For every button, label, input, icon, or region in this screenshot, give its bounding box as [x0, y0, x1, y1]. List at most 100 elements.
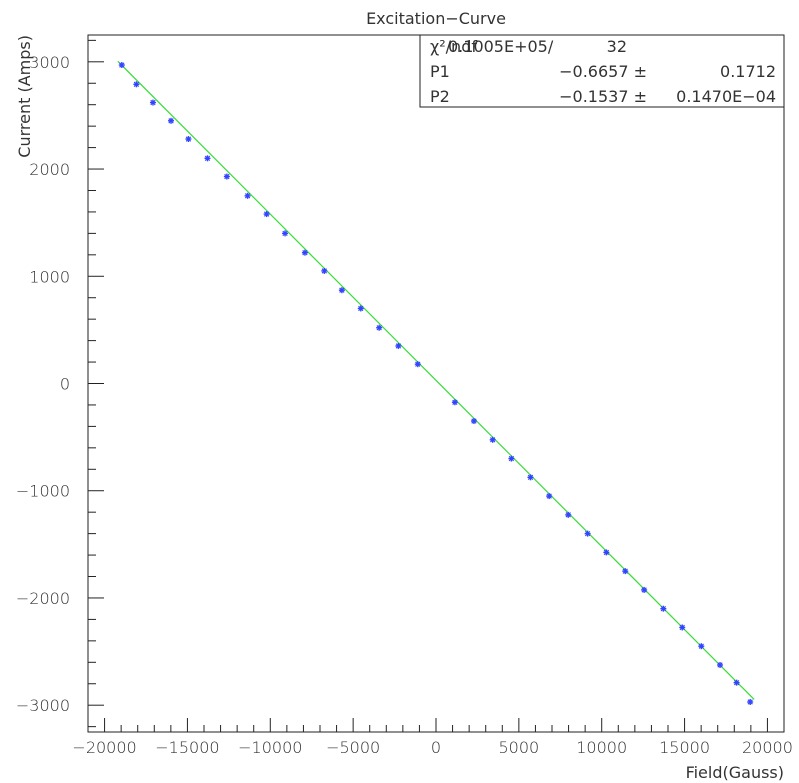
data-point-stroke [747, 699, 753, 705]
data-point [660, 605, 667, 612]
data-point [244, 192, 251, 199]
y-tick-label: 1000 [29, 267, 70, 286]
data-point [470, 418, 477, 425]
data-point-stroke [185, 136, 192, 142]
y-axis-title: Current (Amps) [15, 35, 34, 158]
data-points [118, 62, 754, 705]
data-point-stroke [358, 305, 364, 312]
x-tick-label: −20000 [72, 738, 136, 757]
stats-p1-name: P1 [430, 62, 450, 81]
data-point-stroke [321, 268, 327, 274]
data-point-stroke [490, 437, 496, 443]
x-tick-label: −15000 [155, 738, 219, 757]
x-tick-label: 10000 [576, 738, 627, 757]
data-point [149, 99, 156, 106]
x-axis-title: Field(Gauss) [686, 763, 784, 782]
data-point [717, 661, 724, 668]
data-point [489, 436, 496, 443]
stats-p2-name: P2 [430, 87, 450, 106]
y-tick-label: 3000 [29, 53, 70, 72]
stats-box-border [419, 34, 785, 108]
data-point [698, 643, 705, 650]
data-point-stroke [415, 361, 421, 367]
data-point [508, 455, 515, 462]
data-point [321, 267, 328, 274]
data-point-stroke [452, 399, 458, 405]
data-point [301, 249, 308, 256]
data-point-stroke [717, 662, 723, 668]
data-point-stroke [244, 193, 251, 199]
data-point-stroke [133, 81, 140, 88]
data-point [747, 698, 754, 705]
y-tick-label: 0 [60, 375, 70, 394]
data-point-stroke [204, 155, 211, 161]
y-tick-label: −3000 [16, 696, 70, 715]
stats-p2-value: −0.1537 ± [559, 87, 647, 106]
data-point [679, 624, 686, 631]
stats-box: χ²/ndf 0.1005E+05/ 32 P1 −0.6657 ± 0.171… [419, 34, 785, 108]
data-point-stroke [679, 624, 685, 631]
fit-layer [117, 60, 755, 700]
data-point [118, 62, 125, 69]
data-point [414, 361, 421, 368]
data-point-stroke [282, 230, 288, 237]
data-point-stroke [302, 250, 308, 256]
stats-p2-error: 0.1470E−04 [676, 87, 776, 106]
data-point-stroke [471, 418, 477, 424]
data-point [133, 81, 140, 88]
x-tick-label: −10000 [238, 738, 302, 757]
data-point [282, 230, 289, 237]
data-point-stroke [546, 493, 552, 499]
data-point [338, 287, 345, 294]
data-point-stroke [622, 568, 628, 574]
data-point [263, 211, 270, 218]
data-point-stroke [376, 325, 382, 331]
stats-ndf-value: 32 [607, 37, 627, 56]
data-point-stroke [119, 62, 125, 68]
data-point-stroke [565, 512, 571, 518]
x-tick-label: 0 [431, 738, 441, 757]
data-point [622, 568, 629, 575]
data-point-stroke [603, 549, 610, 556]
data-point [527, 474, 534, 481]
data-point [451, 399, 458, 406]
stats-p1-error: 0.1712 [720, 62, 776, 81]
stats-p1-value: −0.6657 ± [559, 62, 647, 81]
data-point-stroke [150, 99, 156, 106]
y-tick-label: −1000 [16, 482, 70, 501]
data-point-stroke [527, 474, 534, 481]
x-axis: −20000 −15000 −10000 −5000 0 5000 10000 15000 20… [72, 718, 793, 757]
data-point [546, 493, 553, 500]
data-point-stroke [395, 343, 402, 349]
data-point [185, 136, 192, 143]
data-point-stroke [339, 287, 345, 293]
data-point [733, 679, 740, 686]
data-point [641, 586, 648, 593]
data-point [395, 342, 402, 349]
y-tick-label: 2000 [29, 160, 70, 179]
data-point [584, 530, 591, 537]
data-point-stroke [224, 173, 230, 180]
x-tick-label: 15000 [659, 738, 710, 757]
data-point [565, 511, 572, 518]
x-tick-label: 5000 [498, 738, 539, 757]
data-point [376, 324, 383, 331]
fit-line [117, 60, 755, 700]
data-point-stroke [263, 211, 270, 217]
data-point-stroke [733, 679, 740, 686]
data-point-stroke [698, 643, 704, 649]
data-point-stroke [660, 606, 667, 612]
data-point [223, 173, 230, 180]
y-axis: −3000 −2000 −1000 0 1000 2000 3000 [16, 39, 104, 728]
data-point-stroke [508, 455, 515, 462]
data-point [204, 155, 211, 162]
data-point [357, 305, 364, 312]
data-point [603, 549, 610, 556]
data-point-stroke [584, 530, 591, 537]
stats-chi2-label: χ²/ndf [430, 37, 477, 56]
data-point [168, 117, 175, 124]
y-tick-label: −2000 [16, 589, 70, 608]
chart-title: Excitation−Curve [366, 9, 506, 28]
x-tick-label: 20000 [742, 738, 793, 757]
